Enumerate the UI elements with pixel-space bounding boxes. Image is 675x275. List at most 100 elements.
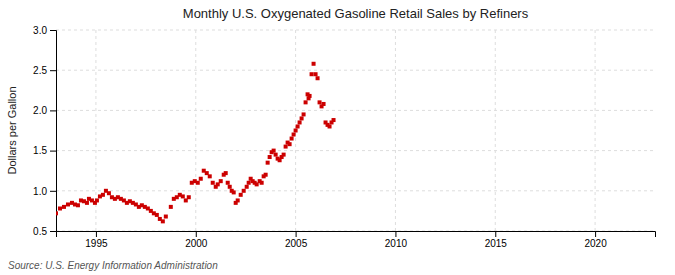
y-tick-mark [50, 70, 56, 71]
point [219, 179, 223, 183]
x-tick-label: 2000 [185, 238, 208, 249]
point [107, 191, 111, 195]
point [308, 94, 312, 98]
point [58, 206, 62, 210]
x-tick-label: 2005 [285, 238, 308, 249]
x-tick-mark [96, 231, 97, 237]
point [282, 153, 286, 157]
point [62, 205, 66, 209]
point [316, 76, 320, 80]
x-axis-line [57, 232, 656, 238]
x-grid-line [195, 30, 196, 231]
point [274, 153, 278, 157]
point [76, 203, 80, 207]
y-tick-mark [50, 30, 56, 31]
x-tick-mark [595, 231, 596, 237]
y-tick-label: 3.0 [33, 25, 47, 36]
point [266, 161, 270, 165]
point [264, 173, 268, 177]
x-tick-label: 2010 [385, 238, 408, 249]
y-axis-title: Dollars per Gallon [6, 86, 18, 174]
point [314, 72, 318, 76]
point [226, 181, 230, 185]
point [164, 215, 168, 219]
x-tick: 2010 [385, 231, 408, 249]
x-tick-label: 2015 [485, 238, 508, 249]
point [66, 202, 70, 206]
point [232, 190, 236, 194]
x-grid-line [395, 30, 396, 231]
grid [56, 30, 655, 231]
x-axis: 1995 2000 2005 2010 2015 2020 [57, 231, 656, 249]
point [294, 129, 298, 133]
y-grid-line [56, 190, 655, 191]
point [208, 174, 212, 178]
point [101, 193, 105, 197]
point [288, 142, 292, 146]
chart: 1995 2000 2005 2010 2015 2020 0.5 1.0 1.5 2.0 2.5 3… [0, 0, 675, 275]
x-tick-mark [495, 231, 496, 237]
x-tick: 2005 [285, 231, 308, 249]
y-tick: 2.5 [33, 65, 56, 76]
point [318, 100, 322, 104]
point [302, 112, 306, 116]
y-tick-mark [50, 110, 56, 111]
point [211, 181, 215, 185]
y-axis: 0.5 1.0 1.5 2.0 2.5 3.0 [33, 25, 56, 237]
point [298, 120, 302, 124]
y-tick: 1.5 [33, 145, 56, 156]
point [292, 133, 296, 137]
point [328, 124, 332, 128]
point [247, 181, 251, 185]
point [290, 137, 294, 141]
point [284, 145, 288, 149]
point [242, 189, 246, 193]
y-tick-label: 1.5 [33, 145, 47, 156]
point [181, 194, 185, 198]
point [239, 193, 243, 197]
y-tick: 2.0 [33, 105, 56, 116]
point [228, 185, 232, 189]
x-tick: 1995 [85, 231, 108, 249]
y-tick-mark [50, 191, 56, 192]
x-tick: 2015 [485, 231, 508, 249]
point [95, 198, 99, 202]
point [322, 102, 326, 106]
y-tick: 1.0 [33, 186, 56, 197]
y-tick: 0.5 [33, 226, 56, 237]
point [296, 124, 300, 128]
y-axis-line [50, 31, 57, 232]
x-tick-label: 2020 [584, 238, 607, 249]
y-grid-line [56, 70, 655, 71]
points [56, 62, 336, 224]
x-tick-mark [395, 231, 396, 237]
x-tick-mark [296, 231, 297, 237]
y-grid-line [56, 150, 655, 151]
y-tick: 3.0 [33, 25, 56, 36]
point [332, 118, 336, 122]
point [187, 195, 191, 199]
x-grid-line [495, 30, 496, 231]
plot-area: 1995 2000 2005 2010 2015 2020 0.5 1.0 1.5 2.0 2.5 3… [33, 25, 655, 249]
point [245, 185, 249, 189]
x-tick: 2020 [584, 231, 607, 249]
y-tick-mark [50, 151, 56, 152]
point [268, 155, 272, 159]
title: Monthly U.S. Oxygenated Gasoline Retail … [183, 6, 529, 21]
point [300, 116, 304, 120]
point [85, 201, 89, 205]
point [169, 205, 173, 209]
y-grid-line [56, 110, 655, 111]
source-note: Source: U.S. Energy Information Administ… [8, 260, 218, 271]
x-tick-mark [196, 231, 197, 237]
y-tick-label: 2.5 [33, 65, 47, 76]
point [155, 213, 159, 217]
x-grid-line [595, 30, 596, 231]
x-tick-label: 1995 [85, 238, 108, 249]
point [236, 198, 240, 202]
point [196, 181, 200, 185]
x-tick: 2000 [185, 231, 208, 249]
point [312, 62, 316, 66]
point [272, 149, 276, 153]
point [304, 100, 308, 104]
